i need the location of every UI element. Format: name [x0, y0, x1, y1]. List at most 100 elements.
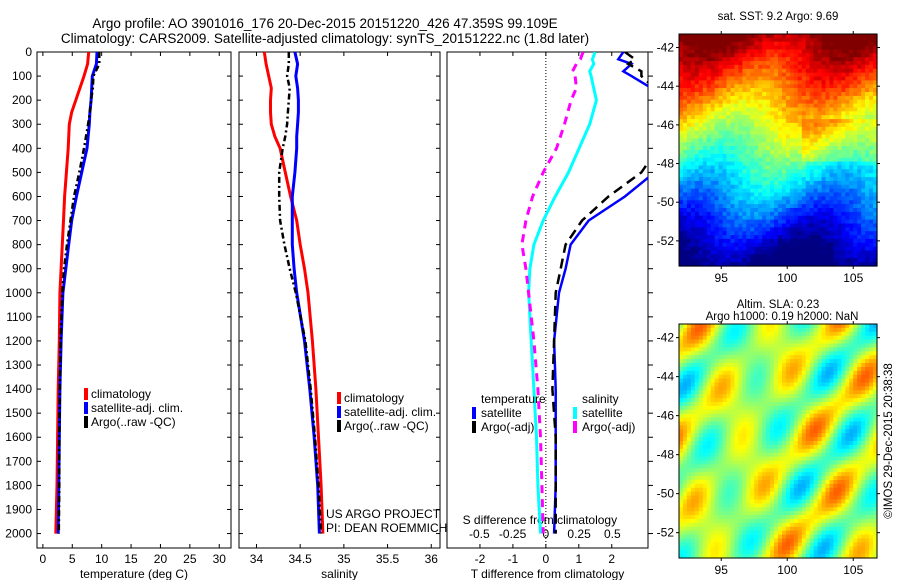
- heatmap-cell: [750, 429, 755, 434]
- heatmap-cell: [679, 409, 684, 415]
- heatmap-cell: [829, 258, 835, 263]
- heatmap-cell: [718, 238, 724, 244]
- heatmap-cell: [758, 88, 763, 93]
- heatmap-cell: [698, 370, 704, 376]
- heatmap-cell: [857, 409, 862, 415]
- heatmap-cell: [801, 204, 807, 209]
- heatmap-cell: [853, 84, 858, 89]
- heatmap-cell: [683, 223, 688, 228]
- heatmap-cell: [679, 370, 684, 376]
- heatmap-cell: [849, 409, 854, 415]
- heatmap-cell: [734, 363, 739, 368]
- heatmap-cell: [722, 452, 728, 458]
- heatmap-cell: [841, 448, 846, 454]
- heatmap-cell: [714, 390, 720, 395]
- heatmap-cell: [754, 153, 759, 159]
- heatmap-cell: [837, 126, 842, 132]
- heatmap-cell: [845, 223, 850, 228]
- heatmap-cell: [857, 72, 862, 78]
- heatmap-cell: [789, 456, 795, 462]
- heatmap-cell: [683, 262, 688, 267]
- heatmap-cell: [690, 68, 696, 74]
- legend-label: satellite: [481, 406, 522, 420]
- heatmap-cell: [778, 72, 783, 78]
- heatmap-cell: [679, 437, 684, 442]
- heatmap-cell: [801, 390, 807, 395]
- heatmap-cell: [845, 107, 850, 112]
- heatmap-cell: [754, 250, 759, 255]
- heatmap-cell: [702, 355, 708, 360]
- heatmap-cell: [837, 146, 842, 151]
- heatmap-cell: [797, 80, 803, 85]
- heatmap-cell: [679, 150, 684, 155]
- heatmap-cell: [718, 173, 724, 178]
- heatmap-cell: [817, 417, 823, 423]
- heatmap-cell: [679, 215, 684, 221]
- heatmap-cell: [837, 339, 842, 345]
- heatmap-cell: [694, 250, 700, 255]
- heatmap-cell: [782, 76, 787, 81]
- heatmap-cell: [722, 34, 728, 39]
- heatmap-cell: [734, 227, 739, 232]
- heatmap-cell: [683, 211, 688, 217]
- heatmap-cell: [710, 254, 716, 259]
- heatmap-cell: [857, 374, 862, 380]
- heatmap-cell: [809, 223, 815, 228]
- heatmap-cell: [714, 72, 720, 78]
- y-tick-label: 1700: [5, 454, 32, 468]
- heatmap-cell: [770, 390, 775, 395]
- heatmap-cell: [805, 327, 811, 333]
- heatmap-cell: [797, 402, 803, 407]
- heatmap-cell: [754, 382, 759, 387]
- heatmap-cell: [690, 37, 696, 43]
- heatmap-cell: [698, 258, 704, 263]
- heatmap-cell: [793, 242, 799, 248]
- heatmap-cell: [785, 437, 791, 442]
- heatmap-cell: [865, 227, 870, 232]
- heatmap-cell: [793, 95, 799, 101]
- heatmap-cell: [865, 235, 870, 240]
- heatmap-cell: [778, 45, 783, 51]
- heatmap-cell: [718, 200, 724, 205]
- heatmap-cell: [853, 355, 858, 360]
- heatmap-cell: [746, 402, 751, 407]
- heatmap-cell: [714, 180, 720, 186]
- heatmap-cell: [841, 409, 846, 415]
- heatmap-cell: [702, 180, 708, 186]
- heatmap-cell: [805, 417, 811, 423]
- heatmap-cell: [865, 394, 870, 399]
- heatmap-cell: [857, 41, 862, 47]
- heatmap-cell: [766, 68, 771, 74]
- heatmap-cell: [766, 324, 771, 329]
- heatmap-cell: [758, 184, 763, 190]
- heatmap-cell: [809, 409, 815, 415]
- heatmap-cell: [706, 119, 712, 124]
- heatmap-cell: [738, 437, 743, 442]
- heatmap-cell: [789, 370, 795, 376]
- heatmap-cell: [869, 250, 874, 255]
- heatmap-cell: [722, 343, 728, 348]
- heatmap-cell: [797, 405, 803, 411]
- heatmap-cell: [793, 188, 799, 194]
- heatmap-cell: [746, 80, 751, 85]
- heatmap-cell: [793, 169, 799, 174]
- heatmap-cell: [861, 339, 866, 345]
- heatmap-cell: [797, 324, 803, 329]
- heatmap-cell: [710, 409, 716, 415]
- heatmap-cell: [718, 103, 724, 109]
- heatmap-cell: [829, 192, 835, 197]
- heatmap-cell: [829, 76, 835, 81]
- heatmap-cell: [837, 452, 842, 458]
- heatmap-cell: [793, 72, 799, 78]
- heatmap-cell: [726, 153, 732, 159]
- heatmap-cell: [813, 165, 819, 170]
- heatmap-cell: [714, 150, 720, 155]
- heatmap-cell: [789, 378, 795, 384]
- heatmap-cell: [690, 95, 696, 101]
- heatmap-cell: [821, 61, 827, 66]
- heatmap-cell: [754, 184, 759, 190]
- heatmap-cell: [722, 76, 728, 81]
- heatmap-cell: [825, 452, 831, 458]
- heatmap-cell: [861, 258, 866, 263]
- heatmap-cell: [758, 370, 763, 376]
